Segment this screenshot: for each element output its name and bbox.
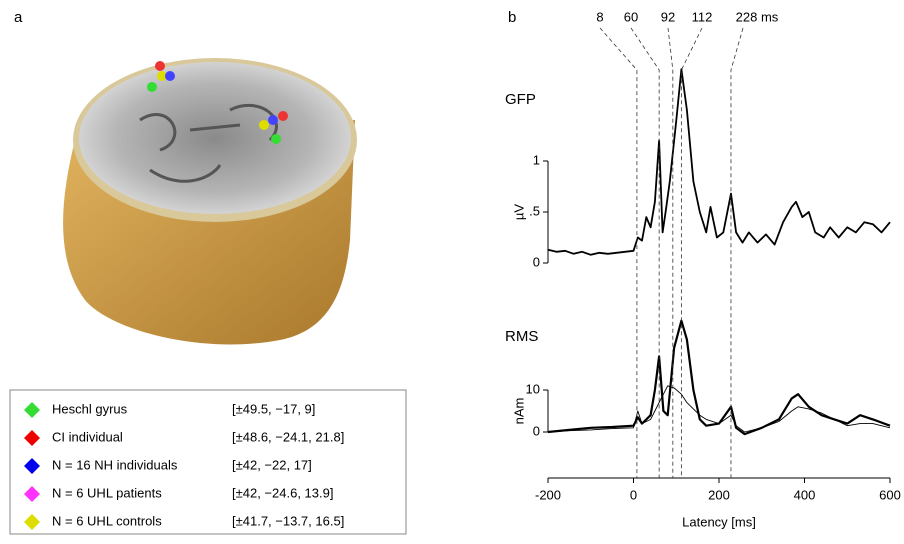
x-tick-label: -200 [535, 487, 561, 502]
legend-label: N = 6 UHL patients [52, 485, 162, 500]
legend-label: N = 6 UHL controls [52, 513, 162, 528]
legend-swatch [24, 458, 40, 474]
y-axis-label: nAm [511, 398, 526, 425]
marker-label: 92 [661, 9, 675, 24]
marker-label: 228 ms [736, 9, 779, 24]
charts: GFP µV 0 .5 1 RMS nAm 0 10 -200 0 200 400 600 Latency … [505, 9, 901, 529]
chart-title: RMS [505, 328, 538, 345]
marker-label: 60 [624, 9, 638, 24]
y-tick-label: 0 [533, 254, 540, 269]
marker-label: 112 [692, 9, 713, 24]
x-tick-label: 400 [794, 487, 816, 502]
y-tick-label: 10 [526, 381, 540, 396]
legend-coords: [±49.5, −17, 9] [232, 401, 315, 416]
legend-box [9, 389, 407, 535]
marker-line [667, 27, 674, 478]
legend-coords: [±48.6, −24.1, 21.8] [232, 429, 344, 444]
legend-swatch [24, 430, 40, 446]
legend-swatch [24, 514, 40, 530]
line-series [547, 385, 891, 433]
marker-line [630, 27, 660, 478]
legend-coords: [±41.7, −13.7, 16.5] [232, 513, 344, 528]
legend-coords: [±42, −22, 17] [232, 457, 312, 472]
legend: Heschl gyrus [±49.5, −17, 9] CI individual… [9, 389, 407, 535]
marker-label: 8 [596, 9, 603, 24]
legend-label: CI individual [52, 429, 123, 444]
y-axis-label: µV [511, 204, 526, 220]
head-illustration [63, 58, 357, 345]
x-tick-label: 200 [708, 487, 730, 502]
legend-label: N = 16 NH individuals [52, 457, 178, 472]
marker-line [730, 27, 744, 478]
x-tick-label: 0 [630, 487, 637, 502]
legend-label: Heschl gyrus [52, 401, 128, 416]
x-axis-label: Latency [ms] [682, 514, 756, 529]
y-tick-label: 1 [533, 152, 540, 167]
panel-label: b [508, 9, 516, 26]
chart-title: GFP [505, 91, 536, 108]
marker-line [680, 27, 703, 478]
panel-label: a [14, 9, 23, 26]
line-series [547, 68, 891, 256]
legend-coords: [±42, −24.6, 13.9] [232, 485, 333, 500]
legend-swatch [24, 402, 40, 418]
legend-swatch [24, 486, 40, 502]
x-tick-label: 600 [879, 487, 901, 502]
line-series [547, 319, 891, 436]
y-tick-label: 0 [533, 423, 540, 438]
y-tick-label: .5 [529, 203, 540, 218]
